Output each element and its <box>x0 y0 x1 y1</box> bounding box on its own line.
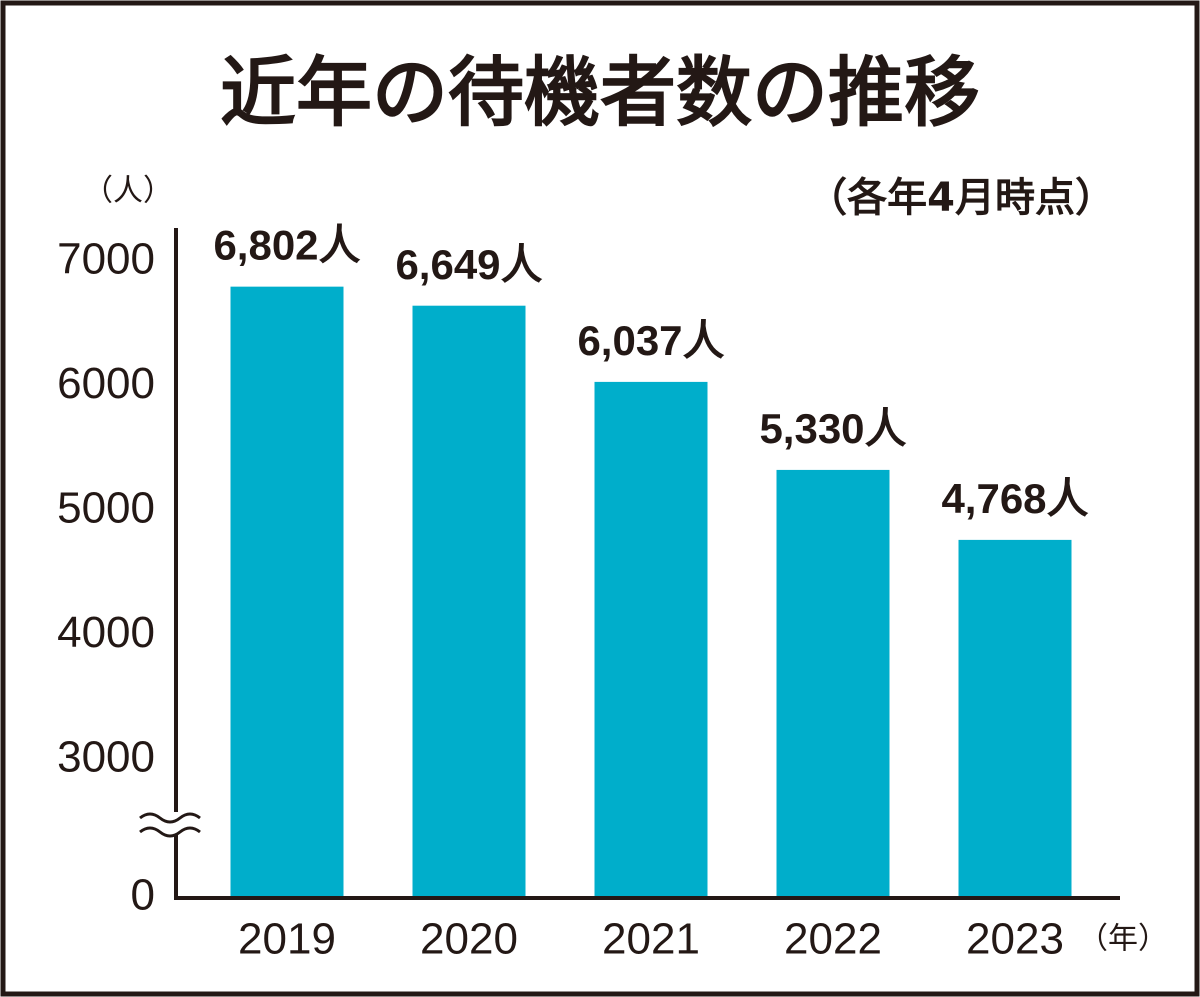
chart-title: 近年の待機者数の推移 <box>220 48 980 137</box>
value-label: 6,802人 <box>213 222 360 269</box>
y-axis-label: （人） <box>83 174 173 209</box>
value-label: 5,330人 <box>759 405 906 452</box>
chart-subtitle: （各年4月時点） <box>807 175 1115 221</box>
value-label: 6,037人 <box>577 317 724 364</box>
x-tick-label: 2022 <box>784 915 882 964</box>
y-tick-label: 5000 <box>57 484 155 533</box>
x-tick-label: 2021 <box>602 915 700 964</box>
bar <box>230 286 344 898</box>
bar <box>594 381 708 898</box>
bar <box>958 539 1072 898</box>
y-tick-label: 6000 <box>57 359 155 408</box>
y-tick-label: 7000 <box>57 235 155 284</box>
x-tick-label: 2019 <box>238 915 336 964</box>
axis-break <box>139 812 201 838</box>
axes <box>139 228 1120 900</box>
y-tick-label: 3000 <box>57 733 155 782</box>
value-label: 6,649人 <box>395 241 542 288</box>
x-tick-label: 2023 <box>966 915 1064 964</box>
x-tick-label: 2020 <box>420 915 518 964</box>
value-label: 4,768人 <box>941 475 1088 522</box>
y-tick-label: 0 <box>131 871 155 920</box>
bar <box>412 305 526 899</box>
x-axis-label: （年） <box>1078 922 1168 957</box>
bar <box>776 469 890 898</box>
y-tick-label: 4000 <box>57 608 155 657</box>
